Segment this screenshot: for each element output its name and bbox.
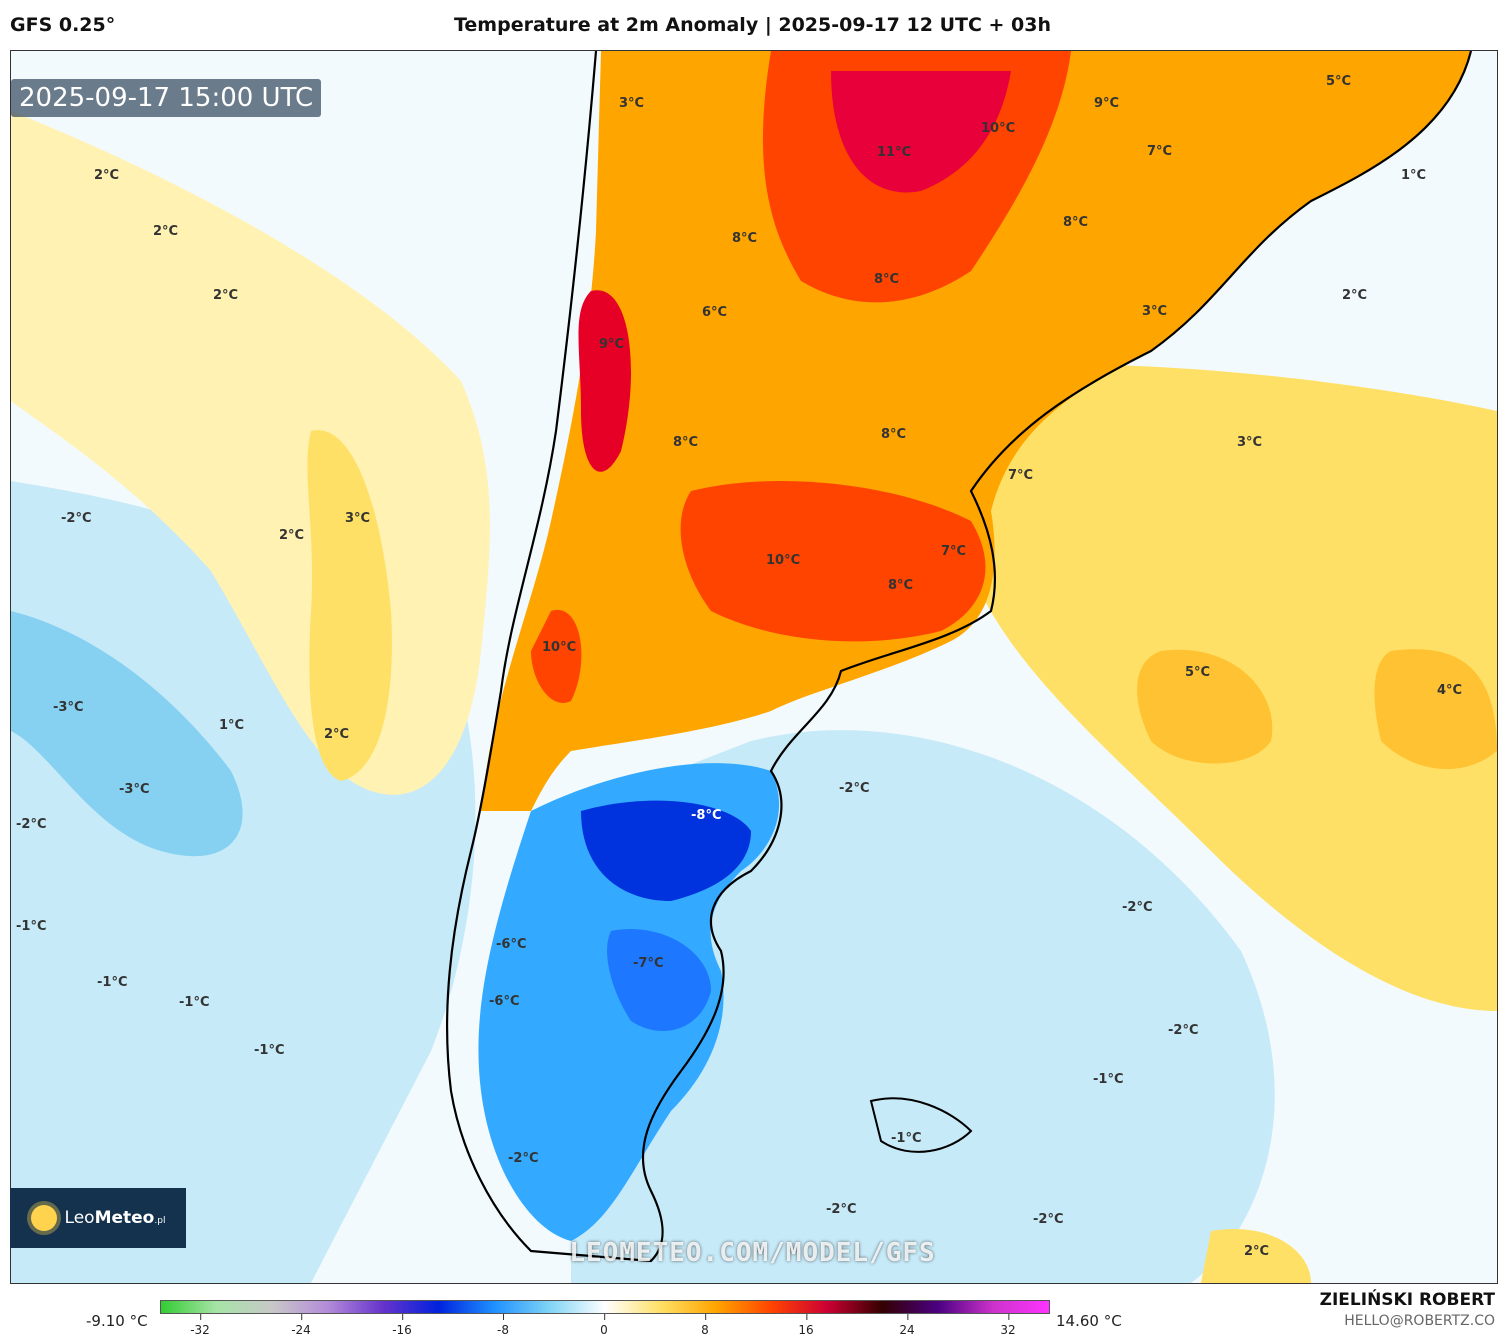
site-watermark: LEOMETEO.COM/MODEL/GFS xyxy=(569,1238,936,1268)
colorbar-tick: -16 xyxy=(392,1314,412,1337)
colorbar xyxy=(160,1300,1050,1314)
colorbar-ticks: -32 -24 -16 -8 0 8 16 24 32 xyxy=(160,1314,1048,1338)
hottest-core-north xyxy=(831,71,1011,193)
warm-core-atlantic xyxy=(1137,649,1273,764)
leometeo-logo[interactable]: LeoMeteo.pl xyxy=(10,1188,186,1248)
colorbar-max-label: 14.60 °C xyxy=(1056,1312,1122,1330)
warm-continent xyxy=(481,51,1471,811)
valid-time-badge: 2025-09-17 15:00 UTC xyxy=(11,79,322,117)
hot-core-south-andes xyxy=(531,609,582,703)
cold-core-west xyxy=(11,611,243,857)
coastline xyxy=(445,51,1473,1263)
author-name: ZIELIŃSKI ROBERT xyxy=(1319,1290,1495,1310)
colorbar-tick: -24 xyxy=(291,1314,311,1337)
warm-core-atlantic-east xyxy=(1374,649,1497,770)
colorbar-tick: 8 xyxy=(701,1314,709,1337)
colorbar-tick: -8 xyxy=(497,1314,509,1337)
hot-core-pampas xyxy=(680,481,986,642)
colorbar-tick: 16 xyxy=(798,1314,814,1337)
colorbar-tick: 32 xyxy=(1000,1314,1016,1337)
falkland-islands xyxy=(869,1097,973,1153)
warm-patch-southeast xyxy=(1201,1229,1311,1283)
map-canvas xyxy=(11,51,1497,1283)
hot-core-andes xyxy=(578,290,631,472)
cold-ocean-south xyxy=(571,730,1275,1283)
chart-title: Temperature at 2m Anomaly | 2025-09-17 1… xyxy=(453,14,1052,36)
anomaly-map: 2025-09-17 15:00 UTC 3°C 5°C 9°C 10°C 11… xyxy=(10,50,1498,1284)
warm-core-pacific xyxy=(307,430,392,781)
cold-core-south xyxy=(607,929,711,1031)
colorbar-min-label: -9.10 °C xyxy=(86,1312,148,1330)
colorbar-tick: 0 xyxy=(600,1314,608,1337)
logo-text: LeoMeteo.pl xyxy=(64,1208,166,1228)
author-email[interactable]: HELLO@ROBERTZ.CO xyxy=(1344,1313,1495,1329)
coldest-core xyxy=(581,800,751,901)
sun-icon xyxy=(30,1205,57,1231)
colorbar-tick: 24 xyxy=(899,1314,915,1337)
colorbar-tick: -32 xyxy=(190,1314,210,1337)
model-name: GFS 0.25° xyxy=(10,14,116,36)
